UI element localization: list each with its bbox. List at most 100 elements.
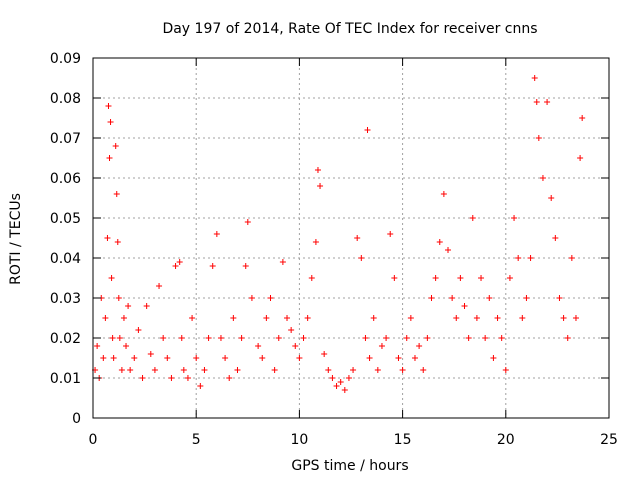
plus-marker [108, 275, 115, 281]
y-tick-label: 0.08 [50, 91, 81, 107]
data-point [579, 115, 586, 121]
plus-marker [391, 275, 398, 281]
data-point [486, 295, 493, 301]
data-point [180, 367, 187, 373]
plus-marker [531, 75, 538, 81]
data-point [457, 275, 464, 281]
plus-marker [314, 167, 321, 173]
plus-marker [296, 355, 303, 361]
data-point [139, 375, 146, 381]
plus-marker [160, 335, 167, 341]
data-point [358, 255, 365, 261]
plus-marker [143, 303, 150, 309]
plus-marker [312, 239, 319, 245]
plus-marker [180, 367, 187, 373]
data-point [123, 343, 130, 349]
plus-marker [482, 335, 489, 341]
plus-marker [374, 367, 381, 373]
plus-marker [110, 355, 117, 361]
data-point [453, 315, 460, 321]
plus-marker [164, 355, 171, 361]
data-point [105, 103, 112, 109]
plus-marker [539, 175, 546, 181]
data-point [244, 219, 251, 225]
data-point [193, 355, 200, 361]
data-point [160, 335, 167, 341]
data-point [420, 367, 427, 373]
data-point [292, 343, 299, 349]
data-point [395, 355, 402, 361]
data-point [131, 355, 138, 361]
plus-marker [308, 275, 315, 281]
data-point [465, 335, 472, 341]
plus-marker [205, 335, 212, 341]
plus-marker [494, 315, 501, 321]
data-point [519, 315, 526, 321]
plus-marker [120, 315, 127, 321]
plus-marker [428, 295, 435, 301]
y-tick-label: 0.09 [50, 51, 81, 67]
data-point [135, 327, 142, 333]
data-point [300, 335, 307, 341]
plus-marker [490, 355, 497, 361]
data-point [341, 387, 348, 393]
data-point [312, 239, 319, 245]
data-point [238, 335, 245, 341]
data-point [213, 231, 220, 237]
plus-marker [420, 367, 427, 373]
plus-marker [151, 367, 158, 373]
plus-marker [403, 335, 410, 341]
data-point [440, 191, 447, 197]
plus-marker [498, 335, 505, 341]
plus-marker [511, 215, 518, 221]
data-point [407, 315, 414, 321]
data-point [189, 315, 196, 321]
y-tick-label: 0.07 [50, 131, 81, 147]
data-point [267, 295, 274, 301]
x-tick-label: 5 [192, 432, 201, 448]
plus-marker [506, 275, 513, 281]
y-axis-label: ROTI / TECUs [8, 193, 24, 285]
data-point [469, 215, 476, 221]
data-point [321, 351, 328, 357]
data-point [370, 315, 377, 321]
plus-marker [189, 315, 196, 321]
plus-marker [271, 367, 278, 373]
data-point [217, 335, 224, 341]
data-point [118, 367, 125, 373]
data-point [209, 263, 216, 269]
data-point [271, 367, 278, 373]
data-point [531, 75, 538, 81]
data-point [275, 335, 282, 341]
plus-marker [502, 367, 509, 373]
y-tick-label: 0 [72, 411, 81, 427]
data-point [478, 275, 485, 281]
plus-marker [445, 247, 452, 253]
plus-marker [469, 215, 476, 221]
data-point [172, 263, 179, 269]
data-point [263, 315, 270, 321]
plus-marker [125, 303, 132, 309]
plus-marker [178, 335, 185, 341]
plus-marker [217, 335, 224, 341]
data-point [284, 315, 291, 321]
plus-marker [259, 355, 266, 361]
data-point [432, 275, 439, 281]
plus-marker [300, 335, 307, 341]
plus-marker [465, 335, 472, 341]
data-point [552, 235, 559, 241]
data-point [350, 367, 357, 373]
plus-marker [519, 315, 526, 321]
plus-marker [127, 367, 134, 373]
x-tick-label: 10 [290, 432, 308, 448]
data-point [564, 335, 571, 341]
data-point [378, 343, 385, 349]
plot-area-frame [92, 57, 610, 419]
plus-marker [248, 295, 255, 301]
data-point [572, 315, 579, 321]
plus-marker [288, 327, 295, 333]
data-point [102, 315, 109, 321]
data-point [391, 275, 398, 281]
plus-marker [184, 375, 191, 381]
plus-marker [337, 379, 344, 385]
